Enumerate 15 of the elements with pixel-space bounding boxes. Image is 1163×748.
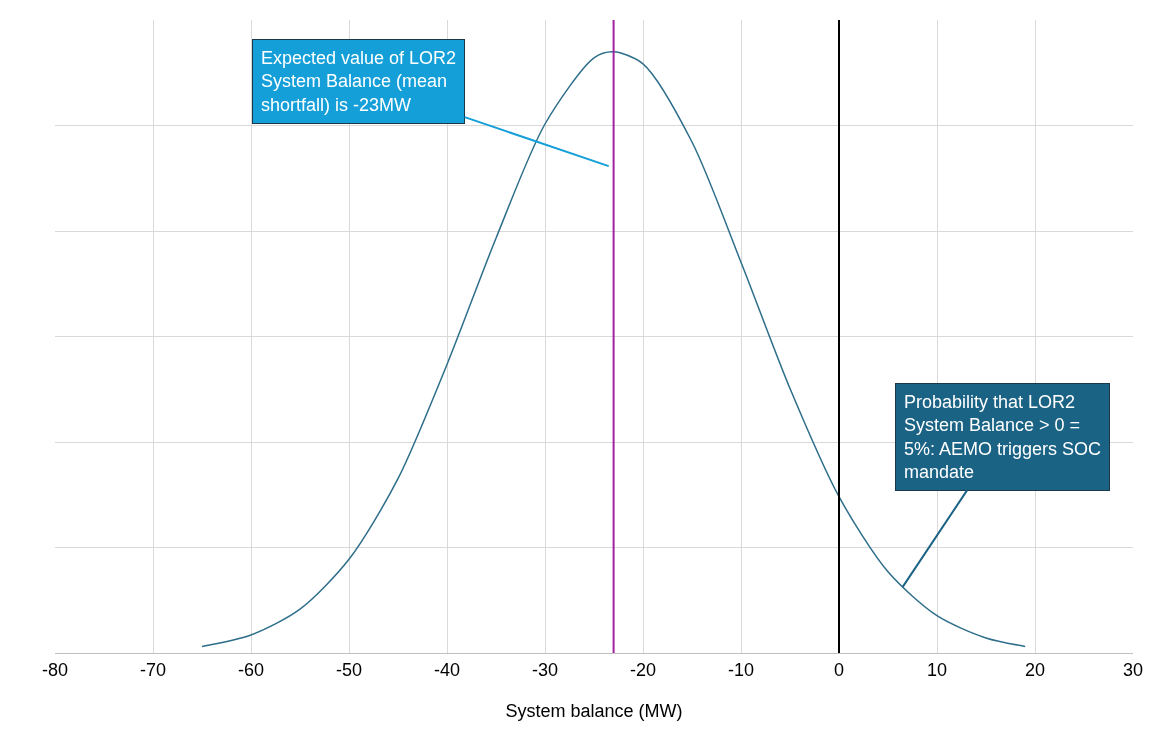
x-tick-label: -60 <box>237 659 265 680</box>
x-axis-title: System balance (MW) <box>505 701 683 721</box>
x-tick-label: 20 <box>1024 659 1046 680</box>
x-tick-label: -40 <box>433 659 461 680</box>
x-tick-label: 10 <box>926 659 948 680</box>
x-tick-label: -50 <box>335 659 363 680</box>
x-tick-label: 30 <box>1122 659 1144 680</box>
x-tick-label: -80 <box>41 659 69 680</box>
annotation: Probability that LOR2 System Balance > 0 = 5%: AEMO triggers SOC mandate <box>904 392 1102 483</box>
x-tick-label: -30 <box>531 659 559 680</box>
x-tick-label: -10 <box>727 659 755 680</box>
x-tick-label: -70 <box>139 659 167 680</box>
x-tick-label: -20 <box>629 659 657 680</box>
annotation: Expected value of LOR2 System Balance (mean shortfall) is -23MW <box>261 48 457 115</box>
x-tick-label: 0 <box>833 659 845 680</box>
